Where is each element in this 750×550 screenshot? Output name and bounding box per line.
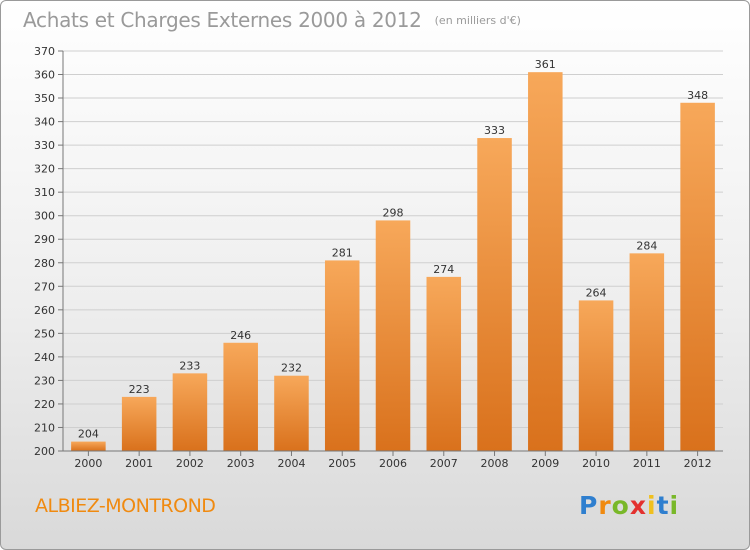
x-tick-label: 2002 — [176, 457, 204, 470]
data-label: 274 — [433, 263, 454, 276]
bar — [477, 138, 512, 451]
y-tick-label: 340 — [34, 116, 55, 129]
bar — [223, 342, 258, 451]
bar — [680, 102, 715, 451]
data-label: 348 — [687, 89, 708, 102]
logo-letter: x — [629, 491, 647, 520]
y-tick-label: 200 — [34, 445, 55, 458]
bar — [324, 260, 360, 451]
data-label: 264 — [586, 286, 607, 299]
data-label: 298 — [383, 206, 404, 219]
logo-letter: o — [611, 491, 630, 520]
title-row: Achats et Charges Externes 2000 à 2012 (… — [23, 8, 521, 32]
y-tick-label: 250 — [34, 327, 55, 340]
data-label: 333 — [484, 124, 505, 137]
logo-letter: P — [579, 491, 599, 520]
bar — [426, 276, 462, 451]
x-tick-label: 2005 — [328, 457, 356, 470]
x-tick-label: 2004 — [277, 457, 305, 470]
x-tick-label: 2009 — [531, 457, 559, 470]
commune-name: ALBIEZ-MONTROND — [35, 495, 216, 517]
y-tick-label: 350 — [34, 92, 55, 105]
y-tick-label: 280 — [34, 257, 55, 270]
proxiti-logo: Proxiti — [579, 491, 679, 520]
x-tick-label: 2012 — [684, 457, 712, 470]
y-tick-label: 210 — [34, 421, 55, 434]
data-label: 246 — [230, 329, 251, 342]
y-tick-label: 270 — [34, 280, 55, 293]
y-tick-label: 220 — [34, 398, 55, 411]
bar — [172, 373, 208, 451]
y-tick-label: 310 — [34, 186, 55, 199]
y-tick-label: 320 — [34, 163, 55, 176]
logo-letter: t — [656, 491, 670, 520]
axis-layer: 200 210 220 230 240 250 260 270 280 290 300 310 320 3… — [34, 45, 723, 470]
data-label: 281 — [332, 246, 353, 259]
x-tick-label: 2007 — [430, 457, 458, 470]
bar — [121, 396, 157, 451]
y-tick-label: 360 — [34, 69, 55, 82]
y-tick-label: 370 — [34, 45, 55, 58]
bars-layer: 204 223 233 246 232 281 298 274 333 361 264 284 348 — [71, 58, 715, 452]
x-tick-label: 2000 — [74, 457, 102, 470]
bar — [578, 300, 614, 451]
x-tick-label: 2011 — [633, 457, 661, 470]
y-tick-label: 290 — [34, 233, 55, 246]
chart-title: Achats et Charges Externes 2000 à 2012 — [23, 8, 422, 32]
bar — [629, 253, 665, 451]
data-label: 232 — [281, 362, 302, 375]
y-tick-label: 330 — [34, 139, 55, 152]
y-tick-label: 260 — [34, 304, 55, 317]
y-tick-label: 300 — [34, 210, 55, 223]
x-tick-label: 2001 — [125, 457, 153, 470]
x-tick-label: 2008 — [481, 457, 509, 470]
bar — [528, 72, 563, 452]
bar — [274, 375, 309, 451]
x-tick-label: 2003 — [227, 457, 255, 470]
bar — [375, 220, 411, 451]
logo-letter: i — [669, 491, 680, 520]
y-tick-label: 240 — [34, 351, 55, 364]
data-label: 361 — [535, 58, 556, 71]
logo-letter: r — [598, 491, 612, 520]
y-tick-label: 230 — [34, 374, 55, 387]
data-label: 233 — [179, 359, 200, 372]
data-label: 223 — [129, 383, 150, 396]
bar — [71, 441, 106, 451]
data-label: 204 — [78, 428, 99, 441]
logo-letter: i — [647, 491, 657, 520]
chart-unit-note: (en milliers d'€) — [434, 14, 521, 27]
x-tick-label: 2006 — [379, 457, 407, 470]
data-label: 284 — [636, 239, 657, 252]
x-tick-label: 2010 — [582, 457, 610, 470]
